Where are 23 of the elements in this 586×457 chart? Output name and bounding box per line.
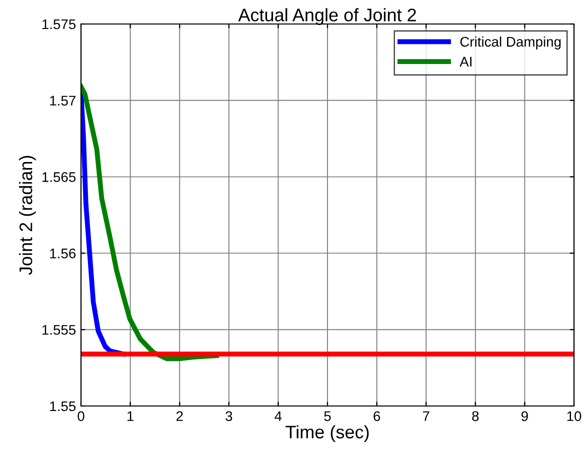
chart-title: Actual Angle of Joint 2 <box>238 8 416 25</box>
y-tick-label: 1.575 <box>42 19 76 30</box>
y-tick-label: 1.565 <box>42 172 76 182</box>
y-tick-label: 1.555 <box>42 325 76 335</box>
legend-label: Critical Damping <box>460 36 561 50</box>
x-tick-label: 8 <box>472 411 479 422</box>
y-axis-title: Joint 2 (radian) <box>19 156 36 275</box>
x-tick-label: 9 <box>521 411 528 422</box>
legend-label: AI <box>460 56 472 66</box>
x-tick-label: 0 <box>78 411 84 422</box>
x-tick-label: 4 <box>274 411 282 421</box>
y-tick-label: 1.56 <box>50 248 76 258</box>
x-tick-label: 1 <box>127 411 134 421</box>
x-tick-label: 5 <box>324 411 331 422</box>
x-tick-label: 10 <box>567 411 582 422</box>
y-tick-label: 1.55 <box>50 401 76 412</box>
x-axis-title: Time (sec) <box>286 425 369 442</box>
x-tick-label: 6 <box>374 411 380 422</box>
x-tick-label: 3 <box>226 411 232 422</box>
x-tick-label: 7 <box>422 411 430 421</box>
y-tick-label: 1.57 <box>50 96 76 106</box>
x-tick-label: 2 <box>176 411 183 421</box>
line-series <box>81 84 220 362</box>
